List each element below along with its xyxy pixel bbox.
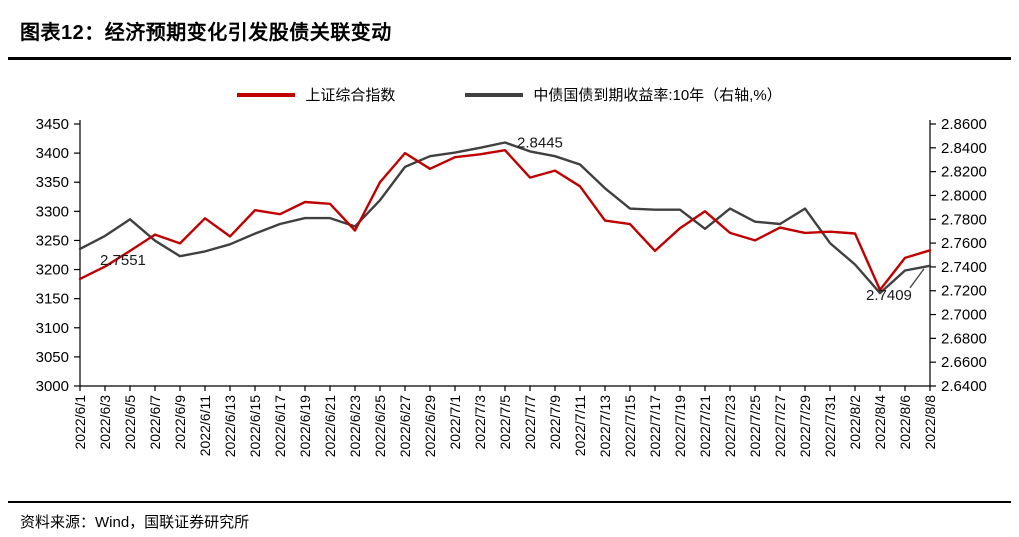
x-axis-tick-label: 2022/7/25: [747, 395, 763, 457]
x-axis-tick-label: 2022/8/2: [847, 395, 863, 450]
x-axis-tick-label: 2022/7/11: [572, 395, 588, 456]
x-axis-tick-label: 2022/6/29: [422, 395, 438, 457]
left-axis-tick-label: 3200: [36, 262, 69, 279]
x-axis-tick-label: 2022/7/23: [722, 395, 738, 457]
left-axis-tick-label: 3250: [36, 232, 69, 249]
x-axis-tick-label: 2022/6/15: [247, 395, 263, 457]
x-axis-tick-label: 2022/7/27: [772, 395, 788, 457]
left-axis-tick-label: 3300: [36, 203, 69, 220]
x-axis-tick-label: 2022/6/7: [147, 395, 163, 450]
right-axis-tick-label: 2.8600: [941, 116, 987, 133]
x-axis-tick-label: 2022/6/5: [122, 395, 138, 450]
x-axis-tick-label: 2022/7/13: [597, 395, 613, 457]
source-note: 资料来源：Wind，国联证券研究所: [20, 514, 250, 531]
x-axis-tick-label: 2022/6/25: [372, 395, 388, 457]
series-line-sse-index: [78, 149, 932, 292]
left-axis-tick-label: 3150: [36, 291, 69, 308]
x-axis-tick-label: 2022/6/17: [272, 395, 288, 457]
x-axis-tick-label: 2022/6/13: [222, 395, 238, 457]
legend-item-sse-index: 上证综合指数: [237, 84, 395, 105]
line-chart: 3450 3400 3350 3300 3250 3200 3150 3100 3050 3000…: [36, 116, 987, 457]
right-axis-tick-label: 2.6600: [941, 354, 987, 371]
x-axis-tick-label: 2022/6/1: [72, 395, 88, 450]
right-axis-tick-label: 2.7200: [941, 283, 987, 300]
right-axis-tick-label: 2.7000: [941, 307, 987, 324]
x-axis-tick-label: 2022/7/31: [822, 395, 838, 457]
right-axis-tick-label: 2.8400: [941, 140, 987, 157]
red-line-swatch-icon: [237, 92, 296, 97]
x-axis-tick-label: 2022/7/9: [547, 395, 563, 450]
right-axis-tick-label: 2.6400: [941, 378, 987, 395]
legend-label-sse: 上证综合指数: [305, 87, 396, 104]
x-axis-tick-label: 2022/7/7: [522, 395, 538, 450]
chart-legend: 上证综合指数 中债国债到期收益率:10年（右轴,%）: [0, 84, 1019, 105]
x-axis-tick-label: 2022/6/23: [347, 395, 363, 457]
legend-label-yield: 中债国债到期收益率:10年（右轴,%）: [533, 87, 782, 104]
right-axis-tick-label: 2.7600: [941, 235, 987, 252]
right-axis-tick-label: 2.6800: [941, 330, 987, 347]
title-divider: [8, 57, 1011, 60]
left-axis-tick-label: 3000: [36, 378, 69, 395]
right-axis-tick-label: 2.8000: [941, 187, 987, 204]
annotation-leader-line: [909, 268, 925, 289]
x-axis-tick-label: 2022/7/1: [447, 395, 463, 450]
data-label-annotation: 2.7551: [100, 252, 146, 269]
footer-divider: [8, 501, 1011, 503]
x-axis-tick-label: 2022/6/21: [322, 395, 338, 457]
x-axis-tick-label: 2022/8/8: [922, 395, 938, 450]
x-axis-tick-label: 2022/6/27: [397, 395, 413, 457]
x-axis-tick-label: 2022/7/3: [472, 395, 488, 450]
figure-title: 图表12：经济预期变化引发股债关联变动: [20, 22, 392, 44]
right-axis-tick-label: 2.8200: [941, 164, 987, 181]
left-axis-tick-label: 3050: [36, 349, 69, 366]
x-axis-tick-label: 2022/6/11: [197, 395, 213, 456]
dark-line-swatch-icon: [465, 92, 524, 97]
data-label-annotation: 2.8445: [517, 134, 563, 151]
right-axis-tick-label: 2.7800: [941, 211, 987, 228]
left-axis-tick-label: 3400: [36, 145, 69, 162]
x-axis-tick-label: 2022/7/29: [797, 395, 813, 457]
x-axis-tick-label: 2022/7/19: [672, 395, 688, 457]
x-axis-tick-label: 2022/7/5: [497, 395, 513, 450]
data-label-annotation: 2.7409: [866, 287, 912, 304]
legend-item-bond-yield: 中债国债到期收益率:10年（右轴,%）: [465, 84, 782, 105]
series-line-bond-yield: [78, 141, 932, 295]
x-axis-tick-label: 2022/6/19: [297, 395, 313, 457]
x-axis-tick-label: 2022/7/17: [647, 395, 663, 457]
x-axis-tick-label: 2022/8/4: [872, 395, 888, 450]
left-axis-tick-label: 3100: [36, 320, 69, 337]
x-axis-tick-label: 2022/6/9: [172, 395, 188, 450]
right-axis-tick-label: 2.7400: [941, 259, 987, 276]
left-axis-tick-label: 3350: [36, 174, 69, 191]
x-axis-tick-label: 2022/7/15: [622, 395, 638, 457]
left-axis-tick-label: 3450: [36, 116, 69, 133]
x-axis-tick-label: 2022/7/21: [697, 395, 713, 457]
x-axis-tick-label: 2022/6/3: [97, 395, 113, 450]
x-axis-tick-label: 2022/8/6: [897, 395, 913, 450]
